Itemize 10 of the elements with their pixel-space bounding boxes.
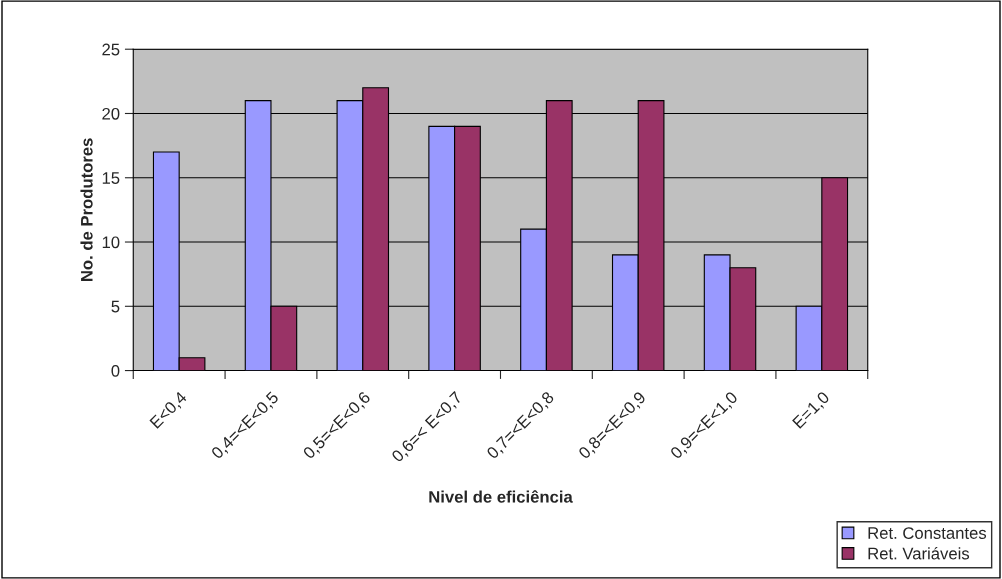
legend-label: Ret. Constantes <box>868 527 987 539</box>
y-tick-label: 10 <box>102 236 120 249</box>
y-tick-label: 15 <box>102 172 120 184</box>
y-tick-label: 5 <box>111 300 120 313</box>
y-tick-label: 0 <box>111 364 120 377</box>
y-tick-label: 25 <box>102 43 120 56</box>
legend-label: Ret. Variáveis <box>868 547 970 560</box>
y-axis-title: No. de Produtores <box>80 138 93 281</box>
x-axis-title: Nivel de eficiência <box>429 490 573 503</box>
y-tick-label: 20 <box>102 107 120 120</box>
